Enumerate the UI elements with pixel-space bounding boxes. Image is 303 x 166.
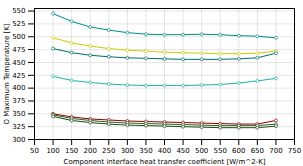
- svg-text:O Maximum Temperature [K]: O Maximum Temperature [K]: [3, 23, 11, 124]
- svg-text:350: 350: [139, 147, 152, 155]
- svg-text:325: 325: [12, 123, 25, 131]
- svg-text:Component interface heat trans: Component interface heat transfer coeffi…: [64, 158, 266, 166]
- svg-text:300: 300: [121, 147, 134, 155]
- svg-text:750: 750: [288, 147, 301, 155]
- svg-text:550: 550: [214, 147, 227, 155]
- svg-text:400: 400: [158, 147, 171, 155]
- svg-text:700: 700: [269, 147, 282, 155]
- svg-text:400: 400: [12, 84, 25, 92]
- svg-text:375: 375: [12, 97, 25, 105]
- svg-text:150: 150: [65, 147, 78, 155]
- svg-text:525: 525: [12, 20, 25, 28]
- svg-text:650: 650: [251, 147, 264, 155]
- svg-text:200: 200: [84, 147, 97, 155]
- svg-text:550: 550: [12, 7, 25, 15]
- svg-text:300: 300: [12, 136, 25, 144]
- svg-text:500: 500: [12, 33, 25, 41]
- svg-text:350: 350: [12, 110, 25, 118]
- svg-text:500: 500: [195, 147, 208, 155]
- svg-text:600: 600: [232, 147, 245, 155]
- svg-text:250: 250: [102, 147, 115, 155]
- svg-text:50: 50: [30, 147, 39, 155]
- svg-text:100: 100: [46, 147, 59, 155]
- svg-text:450: 450: [176, 147, 189, 155]
- svg-text:450: 450: [12, 59, 25, 67]
- svg-text:425: 425: [12, 72, 25, 80]
- svg-text:475: 475: [12, 46, 25, 54]
